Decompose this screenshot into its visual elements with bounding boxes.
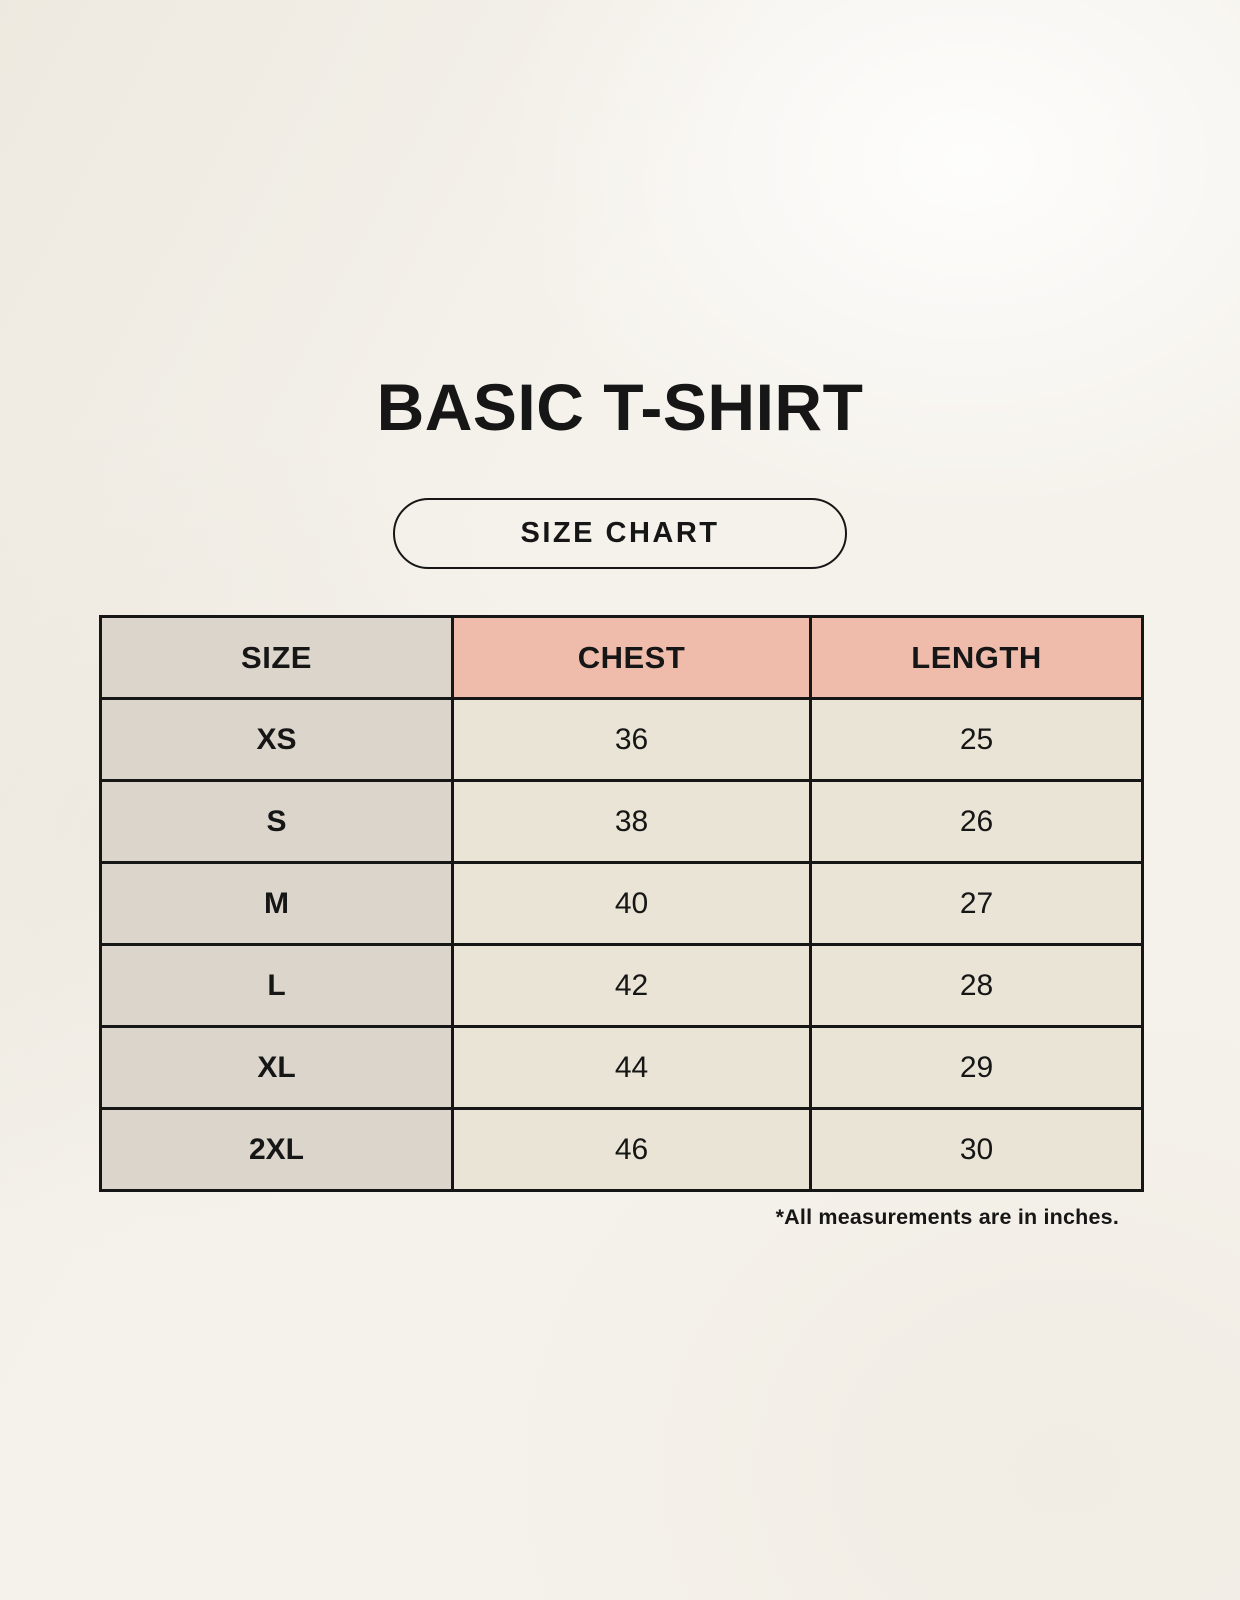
size-cell: XS — [99, 697, 454, 782]
size-chart-badge-label: SIZE CHART — [520, 517, 720, 549]
size-table-wrap: SIZE CHEST LENGTH XS 36 25 S 38 26 M 40 27 L 42 28 X… — [99, 615, 1144, 1230]
column-header-chest: CHEST — [451, 615, 812, 700]
length-cell: 28 — [809, 943, 1144, 1028]
chest-cell: 42 — [451, 943, 812, 1028]
table-row: S 38 26 — [99, 779, 1144, 864]
size-cell: M — [99, 861, 454, 946]
length-cell: 26 — [809, 779, 1144, 864]
chest-cell: 46 — [451, 1107, 812, 1192]
table-row: M 40 27 — [99, 861, 1144, 946]
length-cell: 29 — [809, 1025, 1144, 1110]
chest-cell: 44 — [451, 1025, 812, 1110]
table-header-row: SIZE CHEST LENGTH — [99, 615, 1144, 700]
size-table-body: XS 36 25 S 38 26 M 40 27 L 42 28 XL 44 29 2XL 46 30 — [99, 697, 1144, 1192]
size-cell: XL — [99, 1025, 454, 1110]
chest-cell: 40 — [451, 861, 812, 946]
size-chart-badge: SIZE CHART — [393, 498, 847, 569]
measurement-footnote: *All measurements are in inches. — [775, 1205, 1119, 1229]
length-cell: 27 — [809, 861, 1144, 946]
size-table: SIZE CHEST LENGTH XS 36 25 S 38 26 M 40 27 L 42 28 X… — [99, 615, 1144, 1192]
chest-cell: 36 — [451, 697, 812, 782]
size-cell: 2XL — [99, 1107, 454, 1192]
column-header-size: SIZE — [99, 615, 454, 700]
length-cell: 25 — [809, 697, 1144, 782]
table-row: 2XL 46 30 — [99, 1107, 1144, 1192]
table-row: XL 44 29 — [99, 1025, 1144, 1110]
table-row: L 42 28 — [99, 943, 1144, 1028]
chest-cell: 38 — [451, 779, 812, 864]
size-cell: S — [99, 779, 454, 864]
size-cell: L — [99, 943, 454, 1028]
column-header-length: LENGTH — [809, 615, 1144, 700]
length-cell: 30 — [809, 1107, 1144, 1192]
product-title: BASIC T-SHIRT — [376, 370, 864, 444]
table-row: XS 36 25 — [99, 697, 1144, 782]
